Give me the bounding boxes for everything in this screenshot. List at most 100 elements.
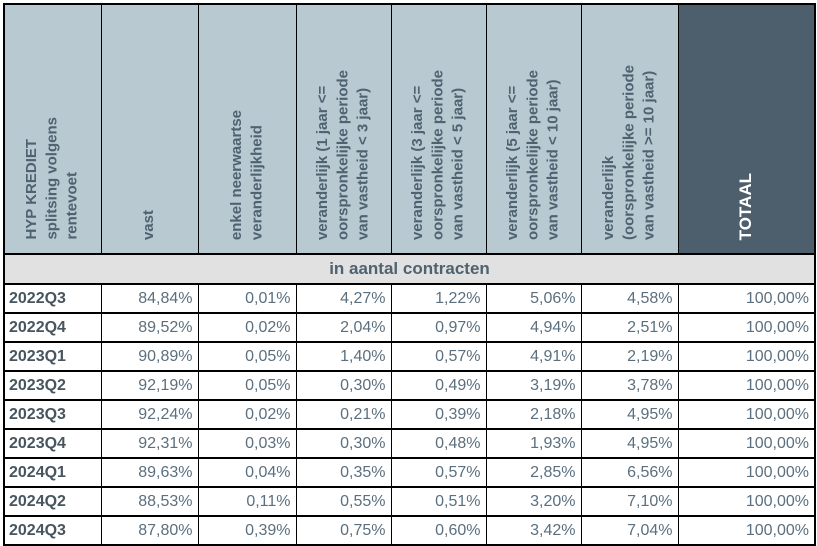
header-veranderlijk-3-5-label: veranderlijk (3 jaar <= oorspronkelijke … [409, 69, 467, 240]
cell-vast: 89,52% [100, 312, 199, 343]
table-row: 2023Q1 90,89% 0,05% 1,40% 0,57% 4,91% 2,… [3, 341, 816, 372]
cell-totaal: 100,00% [677, 341, 816, 372]
cell-veranderlijk-10plus: 2,51% [580, 312, 679, 343]
header-veranderlijk-1-3: veranderlijk (1 jaar <= oorspronkelijke … [295, 3, 392, 255]
cell-totaal: 100,00% [677, 428, 816, 459]
cell-veranderlijk-1-3: 4,27% [295, 283, 392, 314]
cell-veranderlijk-5-10: 3,19% [485, 370, 582, 401]
cell-totaal: 100,00% [677, 486, 816, 517]
cell-veranderlijk-1-3: 0,30% [295, 428, 392, 459]
cell-totaal: 100,00% [677, 515, 816, 546]
cell-veranderlijk-10plus: 4,95% [580, 428, 679, 459]
row-period: 2024Q1 [3, 457, 102, 488]
cell-totaal: 100,00% [677, 370, 816, 401]
cell-veranderlijk-1-3: 1,40% [295, 341, 392, 372]
cell-veranderlijk-5-10: 3,20% [485, 486, 582, 517]
row-period: 2022Q4 [3, 312, 102, 343]
cell-vast: 84,84% [100, 283, 199, 314]
cell-veranderlijk-1-3: 0,30% [295, 370, 392, 401]
row-period: 2023Q4 [3, 428, 102, 459]
cell-enkel-neerwaartse: 0,04% [197, 457, 297, 488]
cell-veranderlijk-3-5: 0,60% [390, 515, 487, 546]
header-enkel-neerwaartse-label: enkel neerwaartse veranderlijkheid [227, 109, 265, 240]
header-corner-cell: HYP KREDIET splitsing volgens rentevoet [3, 3, 102, 255]
cell-veranderlijk-10plus: 7,10% [580, 486, 679, 517]
cell-veranderlijk-3-5: 1,22% [390, 283, 487, 314]
cell-veranderlijk-3-5: 0,57% [390, 457, 487, 488]
cell-veranderlijk-5-10: 5,06% [485, 283, 582, 314]
cell-enkel-neerwaartse: 0,05% [197, 370, 297, 401]
cell-vast: 90,89% [100, 341, 199, 372]
cell-veranderlijk-5-10: 4,91% [485, 341, 582, 372]
table-row: 2022Q4 89,52% 0,02% 2,04% 0,97% 4,94% 2,… [3, 312, 816, 343]
cell-veranderlijk-5-10: 2,85% [485, 457, 582, 488]
cell-veranderlijk-10plus: 2,19% [580, 341, 679, 372]
cell-veranderlijk-3-5: 0,39% [390, 399, 487, 430]
table-row: 2024Q1 89,63% 0,04% 0,35% 0,57% 2,85% 6,… [3, 457, 816, 488]
header-totaal: TOTAAL [677, 3, 816, 255]
cell-veranderlijk-5-10: 4,94% [485, 312, 582, 343]
header-row: HYP KREDIET splitsing volgens rentevoet … [3, 3, 816, 255]
hyp-krediet-table-container: HYP KREDIET splitsing volgens rentevoet … [3, 3, 816, 546]
cell-vast: 88,53% [100, 486, 199, 517]
cell-veranderlijk-1-3: 0,35% [295, 457, 392, 488]
table-row: 2023Q3 92,24% 0,02% 0,21% 0,39% 2,18% 4,… [3, 399, 816, 430]
cell-veranderlijk-5-10: 3,42% [485, 515, 582, 546]
cell-vast: 89,63% [100, 457, 199, 488]
cell-enkel-neerwaartse: 0,02% [197, 312, 297, 343]
cell-vast: 92,24% [100, 399, 199, 430]
cell-veranderlijk-10plus: 4,95% [580, 399, 679, 430]
header-vast: vast [100, 3, 199, 255]
cell-veranderlijk-5-10: 1,93% [485, 428, 582, 459]
cell-enkel-neerwaartse: 0,01% [197, 283, 297, 314]
cell-veranderlijk-3-5: 0,49% [390, 370, 487, 401]
cell-veranderlijk-1-3: 2,04% [295, 312, 392, 343]
table-row: 2023Q2 92,19% 0,05% 0,30% 0,49% 3,19% 3,… [3, 370, 816, 401]
cell-veranderlijk-10plus: 7,04% [580, 515, 679, 546]
cell-veranderlijk-10plus: 6,56% [580, 457, 679, 488]
cell-totaal: 100,00% [677, 283, 816, 314]
cell-veranderlijk-3-5: 0,51% [390, 486, 487, 517]
header-veranderlijk-5-10: veranderlijk (5 jaar <= oorspronkelijke … [485, 3, 582, 255]
cell-veranderlijk-3-5: 0,97% [390, 312, 487, 343]
header-totaal-label: TOTAAL [735, 172, 755, 240]
row-period: 2022Q3 [3, 283, 102, 314]
row-period: 2023Q2 [3, 370, 102, 401]
cell-veranderlijk-1-3: 0,21% [295, 399, 392, 430]
table-row: 2024Q2 88,53% 0,11% 0,55% 0,51% 3,20% 7,… [3, 486, 816, 517]
cell-enkel-neerwaartse: 0,39% [197, 515, 297, 546]
cell-veranderlijk-3-5: 0,57% [390, 341, 487, 372]
cell-veranderlijk-10plus: 4,58% [580, 283, 679, 314]
table-row: 2024Q3 87,80% 0,39% 0,75% 0,60% 3,42% 7,… [3, 515, 816, 546]
cell-totaal: 100,00% [677, 399, 816, 430]
row-period: 2023Q1 [3, 341, 102, 372]
cell-enkel-neerwaartse: 0,03% [197, 428, 297, 459]
cell-veranderlijk-5-10: 2,18% [485, 399, 582, 430]
row-period: 2024Q3 [3, 515, 102, 546]
section-band-label: in aantal contracten [3, 253, 816, 285]
row-period: 2024Q2 [3, 486, 102, 517]
cell-totaal: 100,00% [677, 457, 816, 488]
cell-veranderlijk-1-3: 0,75% [295, 515, 392, 546]
header-veranderlijk-1-3-label: veranderlijk (1 jaar <= oorspronkelijke … [314, 69, 372, 240]
header-veranderlijk-10plus-label: veranderlijk (oorspronkelijke periode va… [600, 64, 658, 240]
cell-veranderlijk-3-5: 0,48% [390, 428, 487, 459]
hyp-krediet-rentevoet-table: HYP KREDIET splitsing volgens rentevoet … [3, 3, 816, 546]
table-row: 2022Q3 84,84% 0,01% 4,27% 1,22% 5,06% 4,… [3, 283, 816, 314]
section-band-row: in aantal contracten [3, 253, 816, 285]
cell-veranderlijk-10plus: 3,78% [580, 370, 679, 401]
cell-enkel-neerwaartse: 0,02% [197, 399, 297, 430]
table-row: 2023Q4 92,31% 0,03% 0,30% 0,48% 1,93% 4,… [3, 428, 816, 459]
cell-enkel-neerwaartse: 0,11% [197, 486, 297, 517]
header-enkel-neerwaartse: enkel neerwaartse veranderlijkheid [197, 3, 297, 255]
corner-label: HYP KREDIET splitsing volgens rentevoet [23, 117, 81, 240]
cell-vast: 87,80% [100, 515, 199, 546]
cell-vast: 92,19% [100, 370, 199, 401]
cell-veranderlijk-1-3: 0,55% [295, 486, 392, 517]
header-vast-label: vast [140, 209, 158, 240]
header-veranderlijk-5-10-label: veranderlijk (5 jaar <= oorspronkelijke … [504, 69, 562, 240]
cell-vast: 92,31% [100, 428, 199, 459]
cell-enkel-neerwaartse: 0,05% [197, 341, 297, 372]
header-veranderlijk-10plus: veranderlijk (oorspronkelijke periode va… [580, 3, 679, 255]
row-period: 2023Q3 [3, 399, 102, 430]
